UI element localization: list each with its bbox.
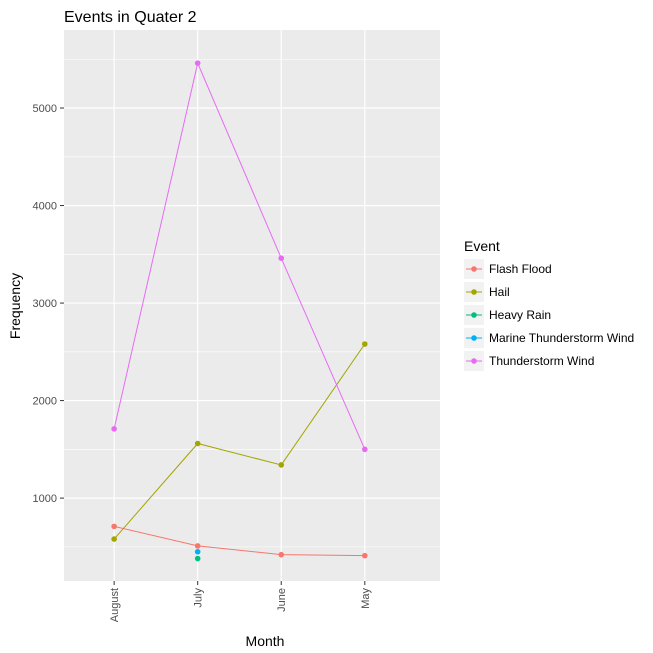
series — [111, 341, 368, 542]
data-point — [278, 462, 285, 468]
legend-item: Marine Thunderstorm Wind — [464, 328, 634, 348]
plot-panel — [64, 30, 440, 581]
legend: Event Flash Flood Hail Heavy Rain Marine Th… — [464, 238, 634, 371]
legend-item: Heavy Rain — [464, 305, 551, 325]
legend-label: Thunderstorm Wind — [489, 354, 594, 368]
data-point — [278, 255, 285, 262]
legend-item: Hail — [464, 282, 510, 302]
data-point — [194, 548, 201, 555]
data-point — [362, 446, 368, 453]
x-tick-label: May — [360, 588, 372, 609]
data-point — [194, 543, 201, 549]
legend-item: Flash Flood — [464, 259, 552, 279]
legend-label: Marine Thunderstorm Wind — [489, 331, 634, 345]
x-axis-title: Month — [246, 633, 285, 649]
y-tick-label: 1000 — [33, 493, 57, 505]
y-axis: 1000 2000 3000 4000 5000 — [33, 103, 64, 505]
data-point — [111, 426, 117, 432]
x-tick-label: June — [276, 588, 288, 612]
legend-label: Hail — [489, 285, 510, 299]
data-point — [362, 341, 368, 347]
series — [111, 523, 368, 559]
series-line — [113, 343, 366, 540]
series — [111, 60, 368, 453]
legend-label: Heavy Rain — [489, 308, 551, 322]
data-point — [111, 536, 117, 542]
legend-item: Thunderstorm Wind — [464, 351, 594, 371]
series-layer — [111, 60, 368, 562]
legend-key-point — [471, 335, 477, 341]
y-tick-label: 5000 — [33, 103, 57, 115]
y-tick-label: 2000 — [33, 396, 57, 408]
y-tick-label: 4000 — [33, 201, 57, 213]
data-point — [111, 523, 117, 530]
series — [194, 548, 201, 555]
y-axis-title: Frequency — [7, 273, 23, 339]
series-line — [113, 61, 366, 450]
y-tick-label: 3000 — [33, 298, 57, 310]
legend-key-point — [471, 312, 477, 318]
panel-background — [64, 30, 440, 581]
chart-title: Events in Quater 2 — [64, 9, 197, 26]
data-point — [362, 552, 368, 559]
legend-key-point — [471, 358, 477, 364]
data-point — [278, 551, 285, 558]
legend-key-point — [471, 289, 477, 295]
legend-key-point — [471, 266, 477, 272]
data-point — [194, 440, 201, 447]
data-point — [194, 60, 201, 66]
legend-title: Event — [464, 238, 500, 254]
series-line — [114, 525, 365, 557]
data-point — [194, 555, 201, 562]
x-axis: August July June May — [109, 581, 372, 622]
x-tick-label: July — [193, 588, 205, 608]
x-tick-label: August — [109, 588, 121, 622]
legend-label: Flash Flood — [489, 262, 552, 276]
series — [194, 555, 201, 562]
